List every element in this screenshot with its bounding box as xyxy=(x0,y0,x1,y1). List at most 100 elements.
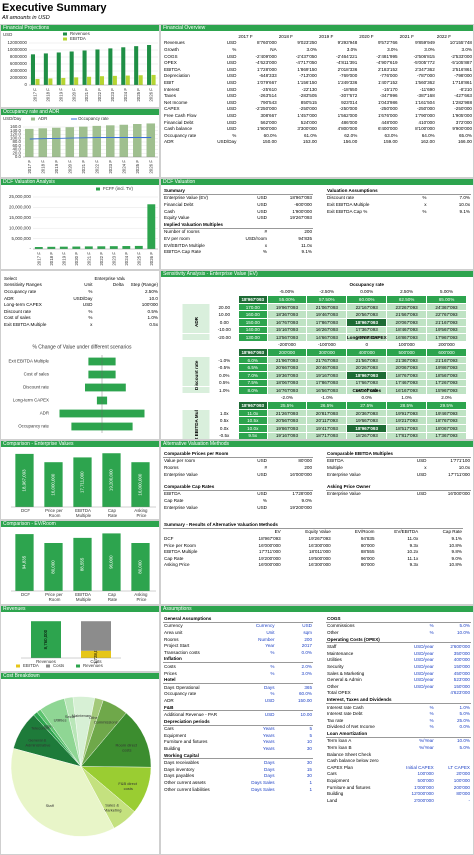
table-row: Working Capital xyxy=(163,751,313,760)
bar xyxy=(88,370,102,379)
y-tick-label: 120.0 xyxy=(10,132,22,137)
table-cell: Days receivables xyxy=(164,760,199,766)
section-heading: Comparable EBITDA Multiples xyxy=(326,450,471,458)
grid-cell: 18'967'093 xyxy=(346,317,388,327)
row-delta: 1.0x xyxy=(209,408,239,418)
table-row: Furniture and fixtures Years 10 xyxy=(163,739,313,746)
grid-col-title: Occupancy rate xyxy=(266,280,467,289)
table-row: Occupancy rate% 60.0% 61.0% 62.0% 63.0% 64.0%… xyxy=(163,132,473,139)
grid-cell: 22'767'093 xyxy=(426,310,467,319)
table-cell: Prices xyxy=(164,670,177,676)
table-cell: Days Sales xyxy=(251,786,275,792)
bar xyxy=(106,125,115,157)
table-cell: USD xyxy=(226,112,237,118)
table-cell: % xyxy=(429,711,434,717)
grid-row: Occupancy rate xyxy=(181,280,467,289)
table-cell: Occupancy rate xyxy=(164,132,197,138)
table-row: Exit EBITDA Multiple x 0.5x xyxy=(3,321,159,328)
table-cell: Interest xyxy=(164,86,180,92)
table-cell: -427'663 xyxy=(454,93,472,99)
table-cell: -2'250'000 xyxy=(255,106,277,112)
table-cell: Exit EBITDA Multiple xyxy=(327,201,370,207)
table-cell: 3.0% xyxy=(461,46,472,52)
table-cell: -798'000 xyxy=(454,73,472,79)
section-heading: Depreciation periods xyxy=(163,717,313,726)
grid-cell: 19'367'093 xyxy=(266,370,308,380)
panel-header: Occupancy rate and ADR xyxy=(1,109,159,115)
category-label: Discount rate xyxy=(23,385,49,390)
row-value: 6.0% xyxy=(238,355,268,365)
section-heading: Implied Valuation Multiples xyxy=(163,220,313,229)
panel-header: Financial Projections xyxy=(1,25,159,31)
table-row: Summary xyxy=(163,187,313,195)
table-cell: Days xyxy=(264,773,275,779)
table-cell: 1.0% xyxy=(147,315,158,321)
table-row: Discount rate% 7.0% xyxy=(326,194,471,201)
col-delta: 0.0% xyxy=(346,393,388,403)
table-cell: EV/EBITDA Multiple xyxy=(164,242,205,248)
table-cell: 80'000 xyxy=(456,791,470,797)
section-heading: COGS xyxy=(326,615,471,623)
table-cell: 1'407'152 xyxy=(377,79,398,85)
table-cell: 3.0% xyxy=(306,46,317,52)
table-cell: 18'967'093 xyxy=(289,195,312,201)
x-tick-label: Price per Room xyxy=(45,508,64,518)
table-cell: Commissions xyxy=(327,623,355,629)
table-row: Depreciation periods xyxy=(163,717,313,726)
grid-row: Discount rate -1.0% 6.0% 21'967'093 21'767'0… xyxy=(181,355,467,395)
table-row: Free Cash Flow USD 308'667 1'457'000 1'562'0… xyxy=(163,112,473,119)
col-value: 400'000 xyxy=(346,348,388,357)
table-row: Prices% 3.0% xyxy=(163,670,313,677)
table-cell: Taxes xyxy=(164,93,176,99)
table-cell: 153.00 xyxy=(302,139,317,145)
table-cell: -11'690 xyxy=(419,86,435,92)
col-delta: 2.50% xyxy=(386,287,428,297)
table-cell: 2017 xyxy=(301,643,312,649)
grid-row: -5.00% -2.50% 0.00% 2.50% 5.00% xyxy=(181,287,467,297)
bar xyxy=(131,462,150,507)
section-heading: Comparable Prices per Room xyxy=(163,450,313,458)
pie-slice xyxy=(10,748,115,837)
table-cell: -250'000 xyxy=(339,106,358,112)
x-tick-label: 2020 F xyxy=(74,252,79,266)
table-cell: Net Income xyxy=(164,99,188,105)
grid-row: 0.0% 7.0% 19'367'093 19'167'093 18'967'093 18… xyxy=(182,370,467,380)
grid-cell: 20'117'093 xyxy=(306,416,348,425)
table-cell: Value per room xyxy=(164,458,196,464)
spacer xyxy=(181,280,268,289)
bar xyxy=(108,48,113,85)
table-cell: Days xyxy=(264,684,275,690)
y-tick-label: 5,000,000 xyxy=(11,236,31,241)
panel: Comparison - Enterprise Values DCF 18,967,… xyxy=(0,440,160,520)
table-cell: -5'105'887 xyxy=(450,60,472,66)
table-cell: 2'600'000 xyxy=(450,644,470,650)
table-row: Term loan B %/Year 5.0% xyxy=(326,744,471,751)
table-cell: 9.3x xyxy=(409,542,419,548)
table-cell: 0.5x xyxy=(149,321,158,327)
table-row: EBIT USD 1'079'667 1'156'150 1'249'336 1'407'… xyxy=(163,79,473,86)
table-cell: -4'907'619 xyxy=(376,60,398,66)
table-row: Valuation Assumptions xyxy=(326,187,471,195)
table-cell: 1'728'000 xyxy=(292,491,312,497)
table-cell: 1'718'861 xyxy=(452,79,472,85)
bar xyxy=(65,127,75,157)
x-tick-label: 2019 F xyxy=(54,160,59,174)
table-cell: 10.0 xyxy=(149,295,158,301)
table-cell: USD xyxy=(416,471,427,477)
bar xyxy=(151,74,156,85)
y-tick-label: 12000000 xyxy=(7,40,27,45)
table-cell: -22'130 xyxy=(301,86,317,92)
table-row: Tax rate% 25.0% xyxy=(326,717,471,724)
slice-label: Staff xyxy=(46,803,55,808)
table-cell: USD/Day xyxy=(217,139,237,145)
table-cell: 25.0% xyxy=(456,717,470,723)
table-cell: 9'859'949 xyxy=(415,40,435,46)
value-label: 94,835 xyxy=(22,555,27,569)
spacer xyxy=(181,287,268,297)
bar xyxy=(138,75,143,85)
x-tick-label: 2023 F xyxy=(111,252,116,266)
table-cell: USD xyxy=(226,106,237,112)
table-cell: -250'000 xyxy=(299,106,317,112)
x-tick-label: 2020 F xyxy=(67,160,72,174)
